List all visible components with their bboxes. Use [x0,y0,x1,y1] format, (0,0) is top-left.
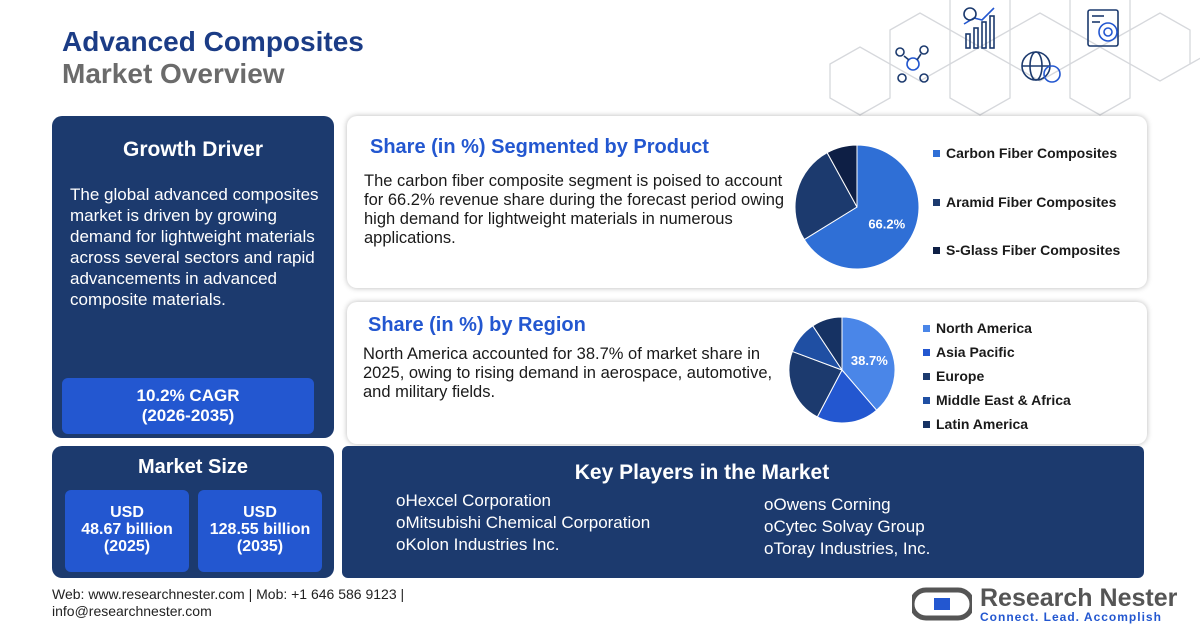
pie-slice-europe [788,350,843,418]
logo-mark-icon [912,587,972,621]
legend-label: Europe [936,368,985,384]
market-size-panel: Market Size USD 48.67 billion (2025) USD… [52,446,334,578]
page-title: Advanced Composites [62,26,364,57]
bullet-icon: o [396,513,406,532]
network-people-icon [895,45,929,83]
size-currency: USD [243,504,277,521]
legend-item-sglass: S-Glass Fiber Composites [933,242,1120,258]
logo-tagline: Connect. Lead. Accomplish [980,610,1162,624]
player-item: oCytec Solvay Group [764,517,925,536]
legend-item-europe: Europe [923,368,984,384]
pie-data-label: 66.2% [868,217,905,232]
globe-dollar-icon [1021,51,1061,83]
market-size-2025-box: USD 48.67 billion (2025) [65,490,189,572]
cagr-value: 10.2% CAGR [136,386,240,405]
bullet-icon: o [764,517,774,536]
legend-swatch [933,246,940,254]
product-segment-text: The carbon fiber composite segment is po… [364,172,785,247]
hexagon-decoration [829,0,1200,116]
growth-driver-panel: Growth Driver The global advanced compos… [52,116,334,438]
logo-name: Research Nester [980,584,1178,612]
growth-driver-title: Growth Driver [122,138,264,161]
pie-slice-carbon-fiber-composites [803,144,920,270]
legend-label: Middle East & Africa [936,392,1071,408]
bullet-icon: o [764,539,774,558]
cagr-badge: 10.2% CAGR (2026-2035) [62,378,314,434]
pie-slice-latin-america [812,316,843,372]
market-size-title: Market Size [137,456,249,478]
player-item: oMitsubishi Chemical Corporation [396,513,651,532]
key-players-panel: Key Players in the Market oHexcel Corpor… [342,446,1144,578]
growth-chart-icon [963,7,995,49]
pie-slice-north-america [841,316,896,411]
cagr-period: (2026-2035) [141,406,235,425]
legend-item-mea: Middle East & Africa [923,392,1071,408]
size-year: (2035) [236,538,284,555]
size-value: 48.67 billion [81,521,173,538]
size-year: (2025) [103,538,151,555]
legend-item-asia-pacific: Asia Pacific [923,344,1015,360]
region-pie-chart: 38.7% [788,316,896,424]
key-players-title: Key Players in the Market [574,461,830,484]
product-pie-chart: 66.2% [794,144,920,270]
player-item: oOwens Corning [764,495,891,514]
legend-swatch [933,198,940,206]
product-segment-title: Share (in %) Segmented by Product [370,136,709,158]
legend-swatch [923,324,930,332]
target-report-icon [1087,9,1119,47]
pie-slice-aramid-fiber-composites [794,151,858,241]
research-nester-logo[interactable]: Research Nester Connect. Lead. Accomplis… [912,584,1177,624]
legend-label: Aramid Fiber Composites [946,194,1117,210]
legend-item-aramid: Aramid Fiber Composites [933,194,1116,210]
player-item: oKolon Industries Inc. [396,535,560,554]
size-currency: USD [110,504,144,521]
bullet-icon: o [764,495,774,514]
footer-email[interactable]: info@researchnester.com [52,603,212,619]
region-segment-card: Share (in %) by Region North America acc… [347,302,1147,444]
legend-swatch [923,420,930,428]
page-subtitle: Market Overview [62,58,285,89]
legend-label: Carbon Fiber Composites [946,145,1118,161]
player-item: oToray Industries, Inc. [764,539,931,558]
footer-contact: Web: www.researchnester.com | Mob: +1 64… [52,586,405,602]
legend-label: Latin America [936,416,1029,432]
market-size-2035-box: USD 128.55 billion (2035) [198,490,322,572]
size-value: 128.55 billion [209,521,311,538]
pie-slice-asia-pacific [816,369,878,424]
bullet-icon: o [396,535,406,554]
bullet-icon: o [396,491,406,510]
product-segment-card: Share (in %) Segmented by Product The ca… [347,116,1147,288]
legend-swatch [923,396,930,404]
pie-data-label: 38.7% [851,353,888,368]
legend-label: Asia Pacific [936,344,1015,360]
pie-slice-s-glass-fiber-composites [826,144,858,208]
legend-item-carbon: Carbon Fiber Composites [933,145,1117,161]
legend-item-latin-america: Latin America [923,416,1028,432]
player-item: oHexcel Corporation [396,491,551,510]
region-segment-text: North America accounted for 38.7% of mar… [363,345,773,401]
legend-label: S-Glass Fiber Composites [946,242,1121,258]
growth-driver-text: The global advanced composites market is… [70,185,319,309]
legend-swatch [923,372,930,380]
legend-item-north-america: North America [923,320,1032,336]
legend-label: North America [936,320,1032,336]
legend-swatch [933,149,940,157]
legend-swatch [923,348,930,356]
region-segment-title: Share (in %) by Region [368,314,586,336]
